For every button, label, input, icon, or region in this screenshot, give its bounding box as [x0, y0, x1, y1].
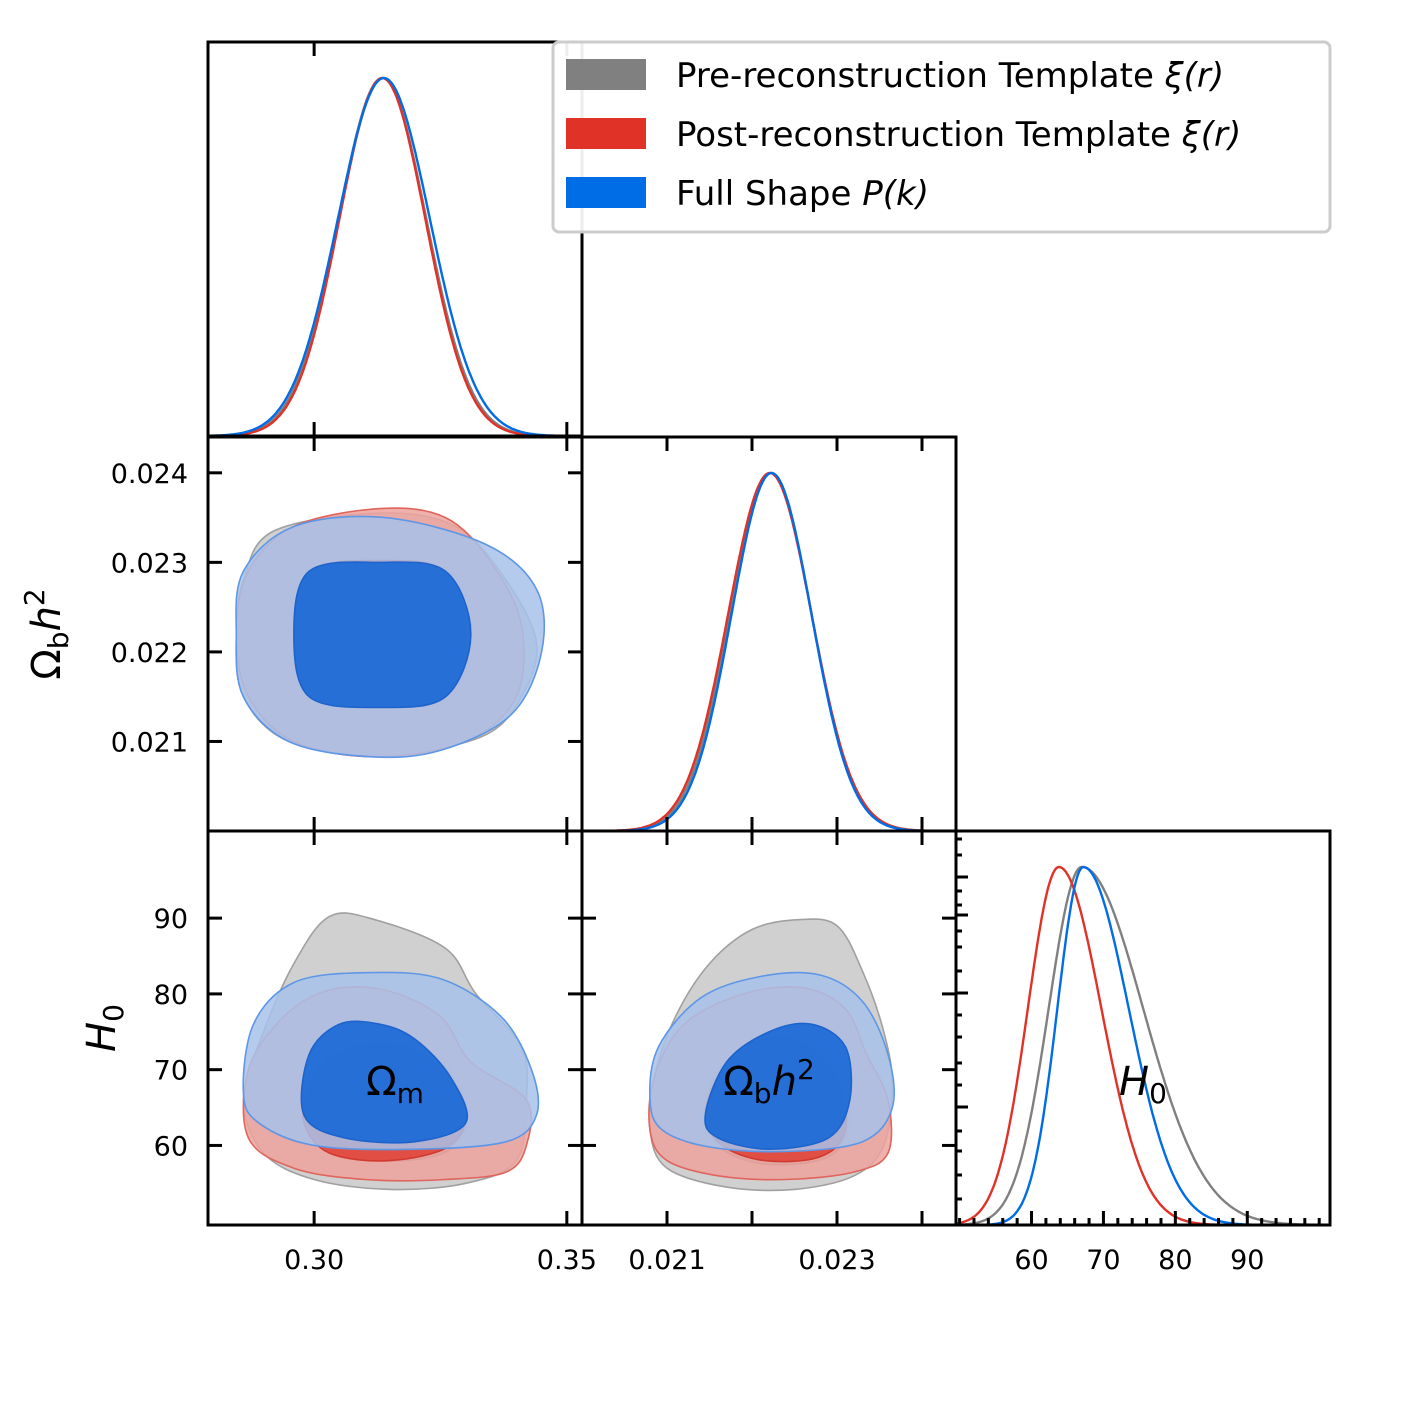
marginal-line-obh2-fs	[582, 471, 956, 831]
marginal-om	[208, 76, 582, 436]
contour-c68-fs	[293, 561, 472, 709]
legend: Pre-reconstruction Template ξ(r) Post-rec…	[551, 40, 1332, 234]
y-tick-label-h0: 90	[154, 904, 188, 935]
x-axis-label-om: Ωm	[366, 1059, 424, 1110]
y-tick-label-h0: 60	[154, 1131, 188, 1162]
marginal-line-om-post	[208, 76, 582, 436]
legend-box	[551, 40, 1332, 234]
marginal-line-h0-post	[956, 865, 1330, 1225]
x-axis-label-obh2: Ωbh2	[723, 1053, 815, 1110]
x-tick-label-obh2: 0.023	[798, 1245, 875, 1276]
contour-om-obh2-fs	[235, 515, 546, 759]
x-axis-label-h0: H0	[1119, 1059, 1167, 1110]
legend-label-fs: Full Shape P(k)	[676, 174, 929, 214]
y-axis-label-h0: H0	[79, 1004, 130, 1052]
y-axis-label-obh2: Ωbh2	[18, 588, 75, 680]
legend-label-post: Post-reconstruction Template ξ(r)	[676, 115, 1241, 155]
x-tick-label-h0: 90	[1230, 1245, 1264, 1276]
legend-label-pre: Pre-reconstruction Template ξ(r)	[676, 56, 1224, 96]
marginal-obh2	[582, 471, 956, 831]
x-tick-label-h0: 80	[1158, 1245, 1192, 1276]
contour-c68-fs	[300, 1020, 468, 1144]
y-tick-label-h0: 70	[154, 1056, 188, 1087]
legend-swatch-post	[566, 118, 646, 149]
y-tick-label-h0: 80	[154, 980, 188, 1011]
contour-om-h0-fs	[242, 971, 540, 1151]
x-tick-label-om: 0.30	[284, 1245, 344, 1276]
x-tick-label-obh2: 0.021	[628, 1245, 705, 1276]
y-tick-label-obh2: 0.024	[111, 459, 188, 490]
x-tick-label-h0: 60	[1014, 1245, 1048, 1276]
contour-c68-fs	[704, 1022, 853, 1151]
y-tick-label-obh2: 0.023	[111, 548, 188, 579]
legend-swatch-pre	[566, 59, 646, 90]
marginal-line-om-fs	[208, 76, 582, 436]
marginal-line-h0-pre	[956, 865, 1330, 1225]
y-tick-label-obh2: 0.021	[111, 727, 188, 758]
legend-swatch-fs	[566, 177, 646, 208]
x-tick-label-om: 0.35	[537, 1245, 597, 1276]
contour-obh2-h0-fs	[649, 971, 895, 1153]
x-tick-label-h0: 70	[1086, 1245, 1120, 1276]
panel-frame-h0-h0	[954, 829, 1332, 1227]
y-tick-label-obh2: 0.022	[111, 638, 188, 669]
